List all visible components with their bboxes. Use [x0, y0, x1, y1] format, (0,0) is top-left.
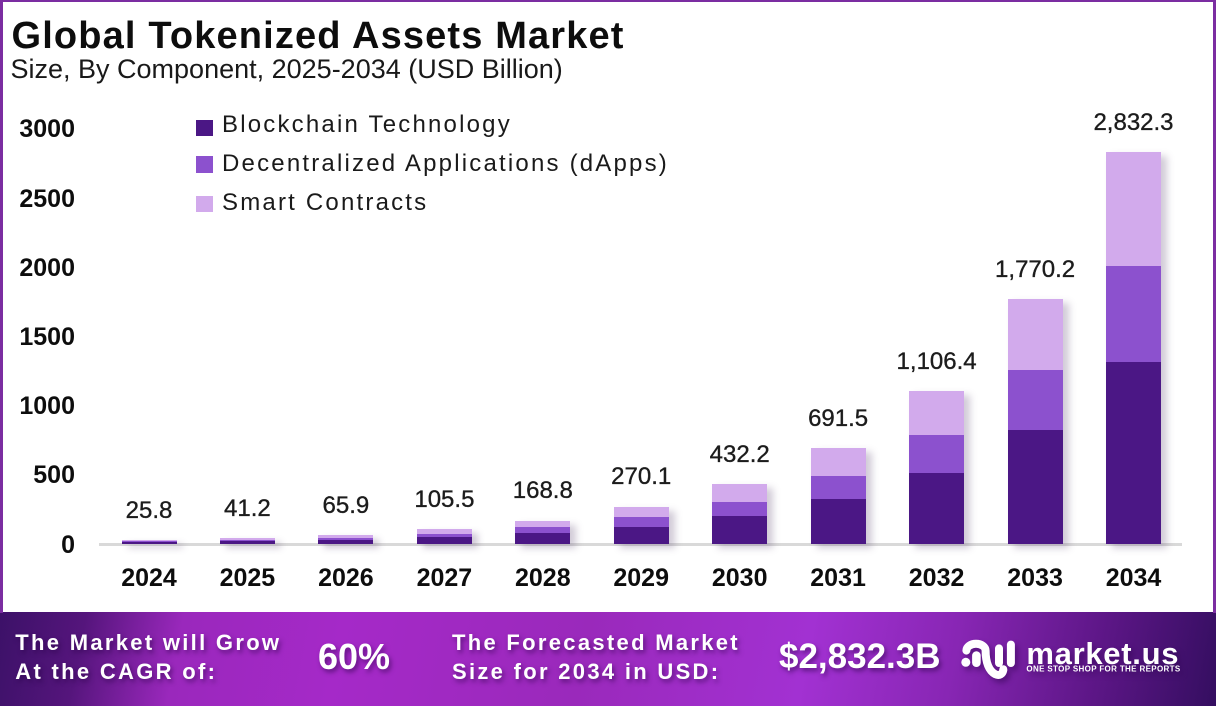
svg-text:market.us: market.us [1026, 636, 1179, 671]
svg-text:ONE STOP SHOP FOR THE REPORTS: ONE STOP SHOP FOR THE REPORTS [1026, 665, 1180, 674]
